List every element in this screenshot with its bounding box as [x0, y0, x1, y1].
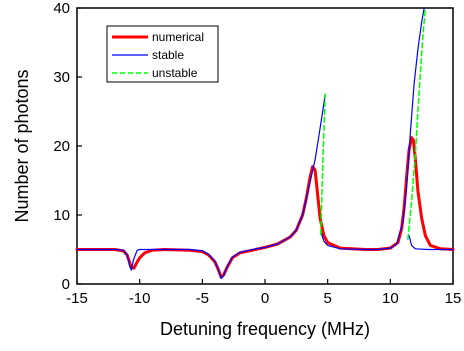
x-tick-label: -15: [66, 290, 88, 307]
legend-label-unstable: unstable: [152, 66, 198, 80]
y-axis-ticks: 0 10 20 30 40: [53, 0, 82, 293]
legend-box: [106, 25, 219, 83]
y-tick-label: 10: [53, 207, 70, 224]
y-axis-title: Number of photons: [12, 69, 32, 222]
series-line-stable: [320, 7, 425, 251]
y-tick-label: 0: [62, 276, 70, 293]
legend-label-numerical: numerical: [152, 30, 204, 44]
series-line-unstable: [407, 7, 427, 240]
x-axis-title: Detuning frequency (MHz): [160, 319, 370, 339]
x-tick-label: 15: [445, 290, 462, 307]
y-tick-label: 20: [53, 138, 70, 155]
legend: numerical stable unstable: [106, 25, 219, 83]
x-tick-label: -5: [196, 290, 209, 307]
legend-label-stable: stable: [152, 48, 184, 62]
series-line-stable: [76, 93, 326, 280]
y-tick-label: 30: [53, 69, 70, 86]
x-tick-label: 10: [382, 290, 399, 307]
x-tick-label: 5: [323, 290, 331, 307]
y-tick-label: 40: [53, 0, 70, 17]
series-line-numerical: [75, 136, 455, 279]
series-layer: [75, 7, 455, 280]
series-line-unstable: [320, 93, 326, 236]
series-line-stable: [408, 235, 454, 251]
x-tick-label: 0: [261, 290, 269, 307]
x-tick-label: -10: [129, 290, 151, 307]
x-axis-ticks: -15 -10 -5 0 5 10 15: [66, 279, 461, 307]
